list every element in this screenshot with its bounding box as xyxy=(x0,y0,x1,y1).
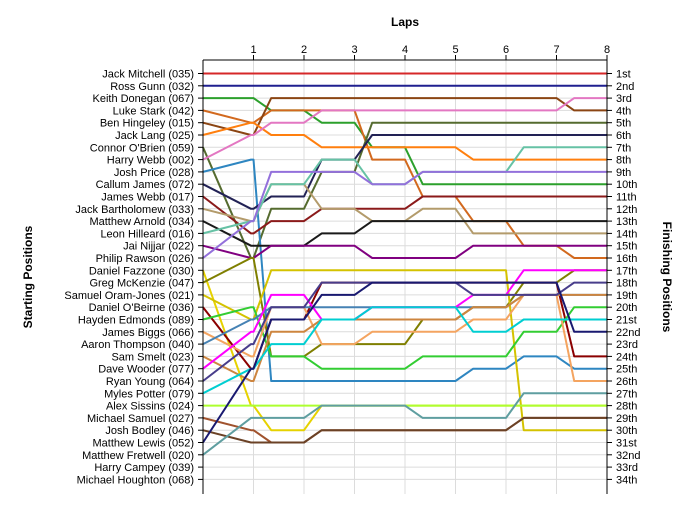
driver-label: Keith Donegan (067) xyxy=(92,93,194,105)
driver-label: Myles Potter (079) xyxy=(104,388,194,400)
series-line-15 xyxy=(202,244,607,259)
driver-label: Jai Nijjar (022) xyxy=(123,241,194,253)
driver-label: Hayden Edmonds (089) xyxy=(78,315,194,327)
driver-label: Aaron Thompson (040) xyxy=(81,339,194,351)
finishing-position-label: 14th xyxy=(616,228,637,240)
driver-label: Jack Bartholomew (033) xyxy=(75,204,194,216)
finishing-position-label: 19th xyxy=(616,290,637,302)
driver-label: Callum James (072) xyxy=(96,179,194,191)
finishing-position-label: 20th xyxy=(616,302,637,314)
finishing-position-label: 33rd xyxy=(616,462,638,474)
driver-label: Connor O'Brien (059) xyxy=(90,142,194,154)
driver-label: Greg McKenzie (047) xyxy=(89,278,194,290)
finishing-position-label: 23rd xyxy=(616,339,638,351)
finishing-position-label: 18th xyxy=(616,278,637,290)
series-line-16 xyxy=(202,170,607,259)
driver-label: James Biggs (066) xyxy=(102,327,194,339)
driver-label: Harry Webb (002) xyxy=(107,155,194,167)
finishing-position-label: 9th xyxy=(616,167,631,179)
finishing-position-label: 11th xyxy=(616,192,637,204)
chart-title: Laps xyxy=(391,15,419,29)
chart-axes xyxy=(198,55,612,494)
finishing-position-label: 28th xyxy=(616,401,637,413)
x-tick-label: 3 xyxy=(351,44,357,56)
finishing-position-label: 27th xyxy=(616,388,637,400)
finishing-position-label: 1st xyxy=(616,69,631,81)
finishing-position-label: 10th xyxy=(616,179,637,191)
driver-label: Ryan Young (064) xyxy=(106,376,194,388)
series-line-8 xyxy=(202,97,607,161)
x-tick-labels: 1 2 3 4 5 6 7 8 xyxy=(250,44,610,56)
series-line-10 xyxy=(202,134,607,210)
finishing-position-label: 12th xyxy=(616,204,637,216)
finishing-position-label: 5th xyxy=(616,118,631,130)
finishing-position-label: 34th xyxy=(616,474,637,486)
driver-label: Josh Price (028) xyxy=(114,167,194,179)
finishing-position-label: 3rd xyxy=(616,93,632,105)
x-tick-label: 5 xyxy=(452,44,458,56)
series-line-13 xyxy=(202,220,607,247)
series-line-19 xyxy=(202,269,607,432)
y-axis-label-right: Finishing Positions xyxy=(660,222,674,333)
finishing-position-label: 31st xyxy=(616,438,637,450)
finishing-position-label: 6th xyxy=(616,130,631,142)
finishing-position-label: 4th xyxy=(616,105,631,117)
driver-label: Philip Rawson (026) xyxy=(96,253,194,265)
finishing-position-label: 16th xyxy=(616,253,637,265)
driver-label: Sam Smelt (023) xyxy=(111,351,194,363)
series-line-6 xyxy=(202,121,607,161)
finishing-position-label: 30th xyxy=(616,425,637,437)
finishing-position-label: 21st xyxy=(616,315,637,327)
driver-label: Daniel Fazzone (030) xyxy=(89,265,194,277)
driver-label: Matthew Arnold (034) xyxy=(89,216,194,228)
driver-label: Josh Bodley (046) xyxy=(105,425,194,437)
driver-label: Ben Hingeley (015) xyxy=(100,118,194,130)
finishing-position-label: 13th xyxy=(616,216,637,228)
driver-label: Leon Hilleard (016) xyxy=(100,228,194,240)
driver-labels: Jack Mitchell (035)Ross Gunn (032)Keith … xyxy=(64,69,194,487)
driver-label: Daniel O'Beirne (036) xyxy=(89,302,194,314)
finishing-position-label: 7th xyxy=(616,142,631,154)
finishing-position-label: 8th xyxy=(616,155,631,167)
driver-label: Samuel Oram-Jones (021) xyxy=(64,290,194,302)
finishing-position-label: 32nd xyxy=(616,450,640,462)
series-line-30 xyxy=(202,416,607,444)
driver-label: Dave Wooder (077) xyxy=(98,364,194,376)
finishing-position-label: 2nd xyxy=(616,81,634,93)
finishing-position-label: 15th xyxy=(616,241,637,253)
finishing-position-label: 25th xyxy=(616,364,637,376)
series-line-27 xyxy=(202,306,607,395)
driver-label: James Webb (017) xyxy=(101,192,194,204)
finishing-position-label: 22nd xyxy=(616,327,640,339)
series-line-32 xyxy=(202,392,607,456)
chart-series-lines xyxy=(202,72,607,456)
x-tick-label: 2 xyxy=(301,44,307,56)
driver-label: Michael Houghton (068) xyxy=(77,474,194,486)
driver-label: Matthew Lewis (052) xyxy=(93,438,195,450)
series-line-5 xyxy=(202,97,607,136)
x-tick-label: 1 xyxy=(250,44,256,56)
finishing-position-label: 17th xyxy=(616,265,637,277)
series-line-31 xyxy=(202,281,607,444)
driver-label: Jack Mitchell (035) xyxy=(102,69,194,81)
finishing-position-label: 24th xyxy=(616,351,637,363)
driver-label: Luke Stark (042) xyxy=(113,105,194,117)
series-line-21 xyxy=(202,306,607,370)
driver-label: Harry Campey (039) xyxy=(94,462,194,474)
driver-label: Michael Samuel (027) xyxy=(87,413,194,425)
finishing-labels: 1st2nd3rd4th5th6th7th8th9th10th11th12th1… xyxy=(616,69,640,487)
x-tick-label: 7 xyxy=(553,44,559,56)
series-line-11 xyxy=(202,195,607,235)
driver-label: Matthew Fretwell (020) xyxy=(82,450,194,462)
finishing-position-label: 26th xyxy=(616,376,637,388)
driver-label: Jack Lang (025) xyxy=(115,130,194,142)
x-tick-label: 4 xyxy=(402,44,408,56)
driver-label: Alex Sissins (024) xyxy=(106,401,194,413)
x-tick-label: 6 xyxy=(503,44,509,56)
x-tick-label: 8 xyxy=(604,44,610,56)
y-axis-label-left: Starting Positions xyxy=(21,225,35,328)
finishing-position-label: 29th xyxy=(616,413,637,425)
driver-label: Ross Gunn (032) xyxy=(110,81,194,93)
